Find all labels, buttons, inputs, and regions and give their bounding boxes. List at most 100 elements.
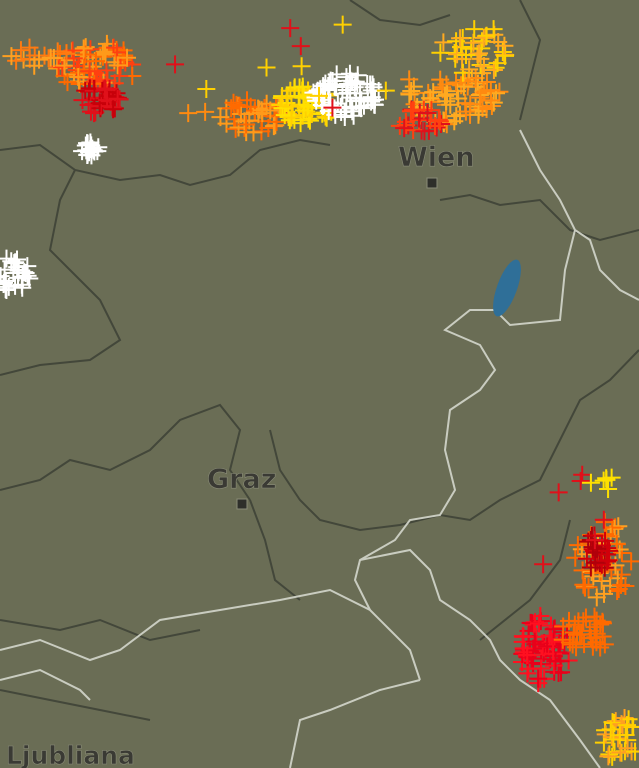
strike xyxy=(626,742,639,761)
strike xyxy=(118,48,137,67)
strike xyxy=(581,473,600,492)
strike xyxy=(86,52,105,71)
regional-borders xyxy=(0,0,639,721)
strike xyxy=(350,89,369,108)
strike xyxy=(488,54,507,73)
strike xyxy=(595,635,614,654)
strike xyxy=(323,98,342,117)
strike xyxy=(16,263,35,282)
strike xyxy=(55,56,74,75)
strike xyxy=(457,46,476,65)
strike xyxy=(474,57,493,76)
strike xyxy=(264,117,283,136)
strike xyxy=(6,276,25,295)
strike xyxy=(333,15,352,34)
strike xyxy=(529,614,548,633)
strike xyxy=(573,465,592,484)
strike xyxy=(592,571,611,590)
strike xyxy=(196,102,215,121)
strike xyxy=(433,78,452,97)
strike xyxy=(414,100,433,119)
strike xyxy=(594,471,613,490)
strike xyxy=(0,281,16,300)
strike xyxy=(108,89,127,108)
strike xyxy=(401,102,420,121)
strike xyxy=(280,111,299,130)
strike xyxy=(282,108,301,127)
strike xyxy=(362,92,381,111)
strike xyxy=(430,112,449,131)
strike xyxy=(601,720,620,739)
strike xyxy=(272,89,291,108)
strike xyxy=(404,121,423,140)
strike xyxy=(64,49,83,68)
strike xyxy=(415,122,434,141)
strike xyxy=(230,96,249,115)
strike xyxy=(599,747,618,766)
strike xyxy=(583,538,602,557)
strike xyxy=(363,75,382,94)
strike xyxy=(58,73,77,92)
strike xyxy=(610,726,629,745)
strike xyxy=(291,37,310,56)
strike xyxy=(7,51,26,70)
strike xyxy=(104,100,123,119)
strike xyxy=(341,71,360,90)
strike xyxy=(90,94,109,113)
strike xyxy=(98,91,117,110)
strike xyxy=(588,539,607,558)
strike xyxy=(574,575,593,594)
strike xyxy=(451,29,470,48)
strike xyxy=(344,106,363,125)
strike xyxy=(57,44,76,63)
strike xyxy=(617,716,636,735)
strike xyxy=(616,577,635,596)
city-label: Graz xyxy=(207,464,276,495)
strike xyxy=(564,623,583,642)
strike xyxy=(400,70,419,89)
strike xyxy=(560,611,579,630)
strike xyxy=(80,62,99,81)
strike xyxy=(431,43,450,62)
strike xyxy=(323,71,342,90)
strike xyxy=(553,630,572,649)
strike xyxy=(471,49,490,68)
strike xyxy=(338,74,357,93)
strike xyxy=(584,567,603,586)
strike xyxy=(449,89,468,108)
strike xyxy=(437,92,456,111)
strike xyxy=(108,56,127,75)
strike xyxy=(96,45,115,64)
strike xyxy=(622,552,639,571)
strike xyxy=(74,39,93,58)
strike xyxy=(81,133,100,152)
strike xyxy=(110,67,129,86)
strike xyxy=(434,33,453,52)
strike xyxy=(222,99,241,118)
national-borders xyxy=(0,129,639,768)
strike xyxy=(13,267,32,286)
strike xyxy=(431,70,450,89)
strike xyxy=(447,32,466,51)
strike xyxy=(404,77,423,96)
strike xyxy=(481,81,500,100)
strike xyxy=(612,575,631,594)
strike xyxy=(568,625,587,644)
strike xyxy=(95,79,114,98)
strike xyxy=(166,55,185,74)
strike xyxy=(471,88,490,107)
city-label: Ljubliana xyxy=(6,741,135,768)
city-label: Wien xyxy=(398,142,475,173)
strike xyxy=(484,93,503,112)
strike xyxy=(602,728,621,747)
strike xyxy=(395,119,414,138)
strike xyxy=(11,41,30,60)
strike xyxy=(529,669,548,688)
city-marker xyxy=(236,498,248,510)
strike xyxy=(531,607,550,625)
strike xyxy=(486,58,505,77)
strike xyxy=(477,73,496,92)
strike xyxy=(400,85,419,104)
strike xyxy=(365,95,384,114)
strike xyxy=(69,67,88,86)
